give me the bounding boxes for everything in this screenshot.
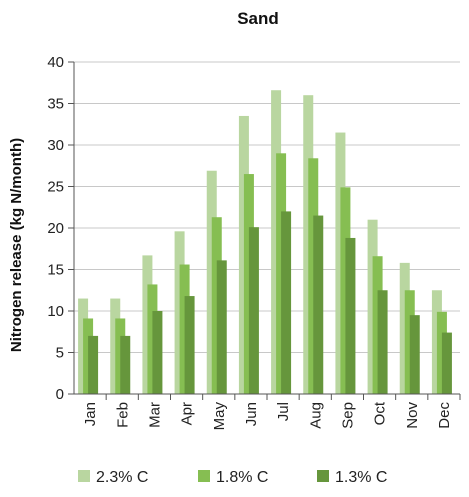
bar-feb-series-2 bbox=[120, 335, 131, 394]
bar-oct-series-2 bbox=[377, 290, 388, 394]
y-tick-label: 5 bbox=[56, 345, 64, 362]
legend-label-0: 2.3% C bbox=[96, 469, 148, 486]
gridlines bbox=[74, 61, 460, 353]
bar-jun-series-2 bbox=[248, 227, 259, 394]
x-tick-label: May bbox=[211, 402, 228, 431]
legend-swatch-2 bbox=[317, 470, 329, 482]
bars bbox=[78, 90, 452, 395]
legend-swatch-0 bbox=[78, 470, 90, 482]
y-tick-label: 10 bbox=[47, 303, 64, 320]
bar-may-series-2 bbox=[216, 260, 227, 394]
legend-label-1: 1.8% C bbox=[216, 469, 268, 486]
y-tick-label: 20 bbox=[47, 220, 64, 237]
y-tick-label: 0 bbox=[56, 386, 64, 403]
x-tick-label: Dec bbox=[436, 402, 453, 429]
bar-dec-series-2 bbox=[441, 332, 452, 394]
legend-label-2: 1.3% C bbox=[335, 469, 387, 486]
x-tick-label: Mar bbox=[146, 402, 163, 428]
x-tick-label: Nov bbox=[404, 402, 421, 429]
axes: 0 5 10 15 20 25 30 35 40 Jan Feb Mar Apr May Jun Jul Aug… bbox=[47, 54, 461, 431]
legend: 2.3% C 1.8% C 1.3% C bbox=[78, 469, 387, 486]
x-tick-label: Oct bbox=[372, 401, 389, 425]
x-tick-label: Jul bbox=[275, 402, 292, 421]
bar-aug-series-2 bbox=[313, 215, 324, 394]
y-axis-label: Nitrogen release (kg N/month) bbox=[8, 138, 25, 352]
bar-apr-series-2 bbox=[184, 296, 195, 394]
y-tick-label: 40 bbox=[47, 54, 64, 71]
x-tick-label: Sep bbox=[339, 402, 356, 429]
bar-sep-series-2 bbox=[345, 237, 356, 394]
chart-title: Sand bbox=[237, 9, 279, 28]
y-tick-label: 30 bbox=[47, 137, 64, 154]
x-tick-label: Jan bbox=[82, 402, 99, 426]
bar-jan-series-2 bbox=[88, 335, 99, 394]
bar-nov-series-2 bbox=[409, 315, 420, 394]
x-tick-label: Jun bbox=[243, 402, 260, 426]
bar-mar-series-2 bbox=[152, 311, 163, 394]
y-tick-label: 25 bbox=[47, 179, 64, 196]
y-tick-label: 35 bbox=[47, 96, 64, 113]
x-tick-label: Apr bbox=[179, 402, 196, 425]
x-tick-label: Feb bbox=[114, 402, 131, 428]
y-tick-label: 15 bbox=[47, 262, 64, 279]
legend-swatch-1 bbox=[198, 470, 210, 482]
bar-jul-series-2 bbox=[281, 211, 292, 394]
x-tick-label: Aug bbox=[307, 402, 324, 429]
